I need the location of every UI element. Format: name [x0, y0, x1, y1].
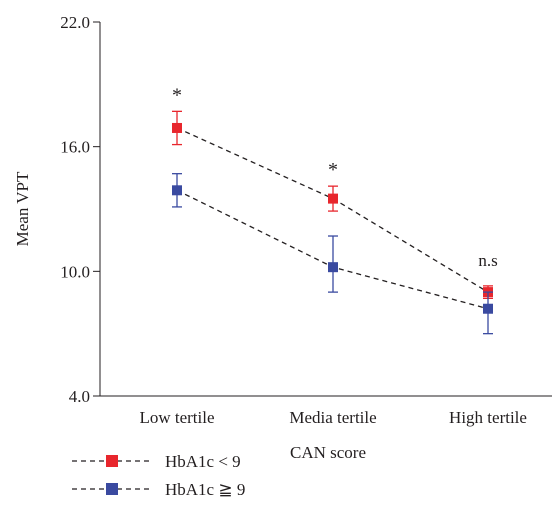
legend-marker	[106, 483, 118, 495]
legend-item: HbA1c ≧ 9	[72, 480, 245, 499]
data-point	[172, 185, 182, 196]
x-axis-label: CAN score	[290, 443, 366, 462]
data-point	[328, 262, 338, 273]
significance-label: *	[172, 84, 182, 106]
annotations: * * n.s	[172, 84, 498, 270]
legend-label: HbA1c < 9	[165, 452, 241, 471]
series-2	[172, 173, 493, 335]
data-point	[328, 193, 338, 204]
legend-marker	[106, 455, 118, 467]
y-axis-label: Mean VPT	[13, 171, 32, 246]
legend-label: HbA1c ≧ 9	[165, 480, 245, 499]
legend-item: HbA1c < 9	[72, 452, 241, 471]
significance-label: n.s	[478, 251, 497, 270]
y-tick-label: 4.0	[69, 387, 90, 406]
series-layer	[172, 110, 493, 335]
data-point	[483, 303, 493, 314]
x-ticks: Low tertile Media tertile High tertile	[139, 408, 526, 427]
data-point	[172, 122, 182, 133]
x-tick-label: Media tertile	[289, 408, 376, 427]
y-ticks: 4.0 10.0 16.0 22.0	[60, 13, 100, 406]
y-tick-label: 22.0	[60, 13, 90, 32]
x-tick-label: High tertile	[449, 408, 527, 427]
x-tick-label: Low tertile	[139, 408, 214, 427]
significance-label: *	[328, 159, 338, 181]
y-tick-label: 16.0	[60, 138, 90, 157]
y-tick-label: 10.0	[60, 262, 90, 281]
legend: HbA1c < 9 HbA1c ≧ 9	[72, 452, 245, 499]
